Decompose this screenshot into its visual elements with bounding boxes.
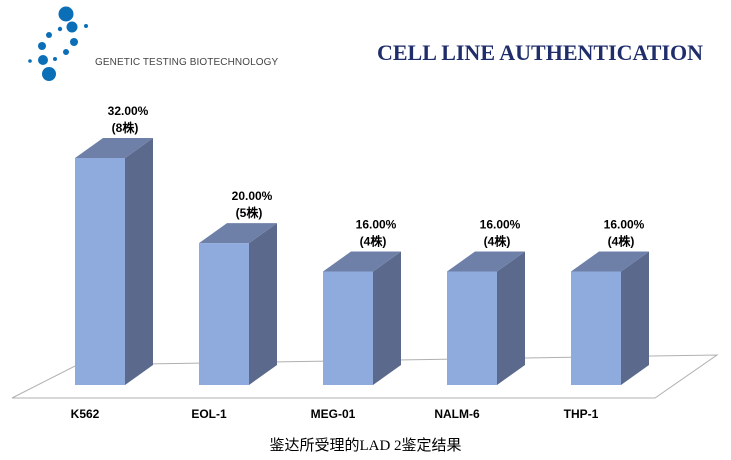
x-tick-label: NALM-6: [434, 407, 480, 421]
bar-NALM-6: [447, 271, 497, 385]
company-logo: [28, 6, 88, 81]
x-tick-label: K562: [71, 407, 100, 421]
data-label-percent: 16.00%: [356, 218, 397, 232]
data-label-percent: 20.00%: [232, 189, 273, 203]
bar-side: [497, 251, 525, 385]
x-tick-label: THP-1: [564, 407, 599, 421]
company-name: GENETIC TESTING BIOTECHNOLOGY: [95, 57, 279, 68]
bar-top: [75, 138, 153, 158]
bar-top: [447, 251, 525, 272]
bar-MEG-01: [323, 271, 373, 385]
bar-side: [373, 251, 401, 385]
bar-top: [323, 251, 401, 272]
x-tick-label: EOL-1: [191, 407, 227, 421]
data-label-percent: 16.00%: [480, 218, 521, 232]
data-label-percent: 16.00%: [604, 218, 645, 232]
page-title: CELL LINE AUTHENTICATION: [377, 40, 704, 65]
bar-top: [571, 251, 649, 272]
bar-side: [621, 251, 649, 385]
x-tick-label: MEG-01: [311, 407, 356, 421]
x-axis-label: 鉴达所受理的LAD 2鉴定结果: [269, 438, 462, 454]
data-label-count: (8株): [112, 120, 139, 135]
bar-chart: 32.00% (8株) K562 20.00% (5株) EOL-1 16.00% (4株) M…: [11, 104, 719, 421]
bar-THP-1: [571, 271, 621, 385]
data-label-percent: 32.00%: [108, 104, 149, 118]
bar-EOL-1: [199, 243, 249, 385]
data-label-count: (5株): [236, 205, 263, 220]
data-label-count: (4株): [360, 234, 387, 249]
bar-side: [249, 223, 277, 385]
bar-K562: [75, 158, 125, 385]
bar-side: [125, 138, 153, 385]
bar-top: [199, 223, 277, 244]
data-label-count: (4株): [608, 234, 635, 249]
data-label-count: (4株): [484, 234, 511, 249]
